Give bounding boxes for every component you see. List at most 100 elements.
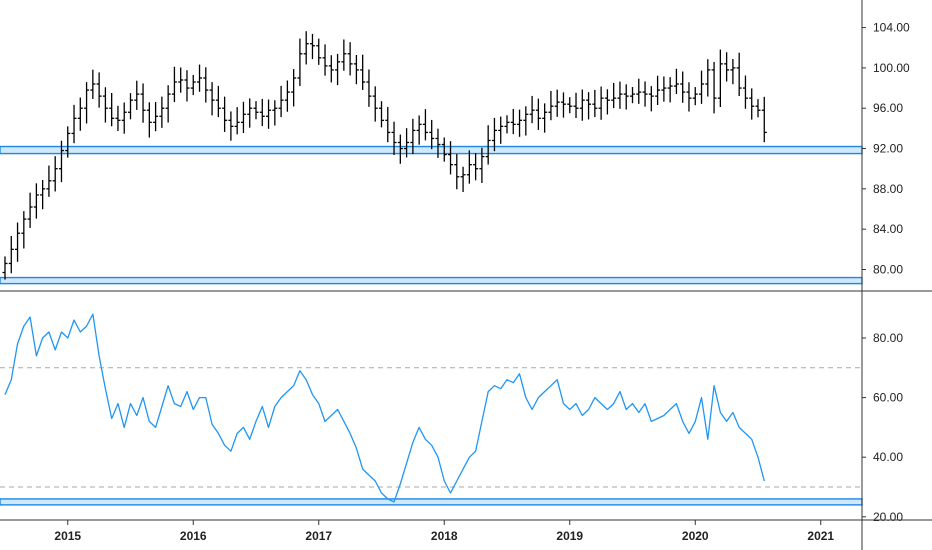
price-bar bbox=[554, 89, 560, 117]
price-bar bbox=[548, 90, 554, 121]
price-bar bbox=[617, 81, 623, 109]
price-bar bbox=[84, 82, 90, 124]
price-y-tick-label: 96.00 bbox=[873, 101, 903, 115]
price-bar bbox=[247, 98, 253, 128]
price-bar bbox=[510, 108, 516, 135]
price-bar bbox=[109, 92, 115, 127]
price-bar bbox=[736, 52, 742, 97]
price-bar bbox=[360, 54, 366, 90]
price-bar bbox=[203, 67, 209, 103]
price-bar bbox=[623, 84, 629, 110]
price-bar bbox=[46, 165, 52, 197]
price-bar bbox=[598, 86, 604, 120]
indicator-y-tick-label: 80.00 bbox=[873, 331, 903, 345]
price-bar bbox=[215, 85, 221, 118]
price-bar bbox=[115, 105, 121, 132]
price-bar bbox=[165, 85, 171, 123]
price-bar bbox=[705, 59, 711, 97]
price-bar bbox=[755, 99, 761, 118]
price-bar bbox=[717, 49, 723, 108]
price-bar bbox=[661, 76, 667, 102]
price-bar bbox=[611, 82, 617, 109]
price-bar bbox=[8, 235, 14, 274]
price-bar bbox=[422, 109, 428, 141]
price-y-tick-label: 80.00 bbox=[873, 263, 903, 277]
price-bar bbox=[27, 192, 33, 228]
price-bar bbox=[372, 86, 378, 122]
price-bar bbox=[77, 97, 83, 131]
price-bar bbox=[259, 98, 265, 127]
x-tick-label: 2020 bbox=[682, 529, 709, 543]
price-bar bbox=[178, 67, 184, 93]
price-bar bbox=[742, 75, 748, 109]
price-bar bbox=[448, 141, 454, 175]
price-bar bbox=[379, 101, 384, 128]
price-bar bbox=[573, 92, 579, 118]
price-bar bbox=[184, 70, 190, 102]
price-bar bbox=[435, 128, 441, 158]
price-bar bbox=[686, 82, 692, 112]
price-bar bbox=[52, 156, 58, 192]
price-bar bbox=[535, 98, 541, 130]
price-bar bbox=[542, 103, 548, 133]
price-bar bbox=[209, 82, 215, 116]
price-bar bbox=[416, 115, 422, 145]
price-bar bbox=[711, 61, 717, 114]
price-bar bbox=[397, 134, 403, 164]
price-bar bbox=[655, 75, 661, 105]
price-bar bbox=[291, 69, 297, 107]
x-tick-label: 2016 bbox=[180, 529, 207, 543]
price-bar bbox=[253, 101, 259, 120]
price-bar bbox=[240, 101, 246, 134]
price-bar bbox=[222, 96, 228, 132]
price-bar bbox=[667, 77, 673, 103]
price-bar bbox=[15, 222, 21, 262]
price-y-tick-label: 84.00 bbox=[873, 222, 903, 236]
price-bar bbox=[761, 96, 767, 143]
price-bar bbox=[58, 140, 64, 183]
price-bar bbox=[592, 89, 598, 118]
price-bar bbox=[171, 66, 177, 103]
price-bar bbox=[353, 54, 359, 85]
price-bar bbox=[630, 87, 635, 104]
price-bar bbox=[335, 53, 341, 86]
price-bar bbox=[517, 109, 523, 137]
price-bar bbox=[529, 95, 535, 124]
price-bar bbox=[102, 87, 108, 123]
price-bar bbox=[190, 74, 196, 96]
price-bar bbox=[272, 100, 278, 126]
price-bar bbox=[153, 101, 159, 132]
price-bar bbox=[391, 121, 397, 155]
price-bar bbox=[128, 93, 133, 120]
price-bar bbox=[284, 80, 290, 112]
price-bar bbox=[366, 69, 372, 107]
price-bar bbox=[404, 128, 410, 158]
price-bar bbox=[322, 44, 328, 76]
price-bar bbox=[648, 86, 654, 112]
price-bar bbox=[410, 118, 416, 155]
price-bar bbox=[278, 85, 284, 118]
x-tick-label: 2019 bbox=[556, 529, 583, 543]
price-bar bbox=[579, 89, 585, 121]
price-bar bbox=[560, 92, 566, 118]
price-y-tick-label: 92.00 bbox=[873, 142, 903, 156]
price-bar bbox=[121, 102, 127, 134]
price-support-zone-1 bbox=[0, 276, 863, 285]
indicator-y-tick-label: 40.00 bbox=[873, 450, 903, 464]
price-bar bbox=[297, 38, 303, 86]
price-bar bbox=[197, 64, 203, 92]
price-bar bbox=[498, 116, 504, 144]
price-bar bbox=[347, 42, 353, 76]
price-bar bbox=[473, 153, 479, 181]
price-y-tick-label: 100.00 bbox=[873, 61, 910, 75]
price-y-tick-label: 104.00 bbox=[873, 21, 910, 35]
price-bar bbox=[309, 33, 315, 60]
price-bar bbox=[21, 211, 27, 249]
price-bar bbox=[228, 111, 234, 141]
price-bar bbox=[730, 59, 736, 85]
price-bar bbox=[460, 166, 466, 192]
price-bar bbox=[146, 102, 152, 138]
price-bar bbox=[479, 147, 485, 184]
indicator-y-tick-label: 60.00 bbox=[873, 391, 903, 405]
